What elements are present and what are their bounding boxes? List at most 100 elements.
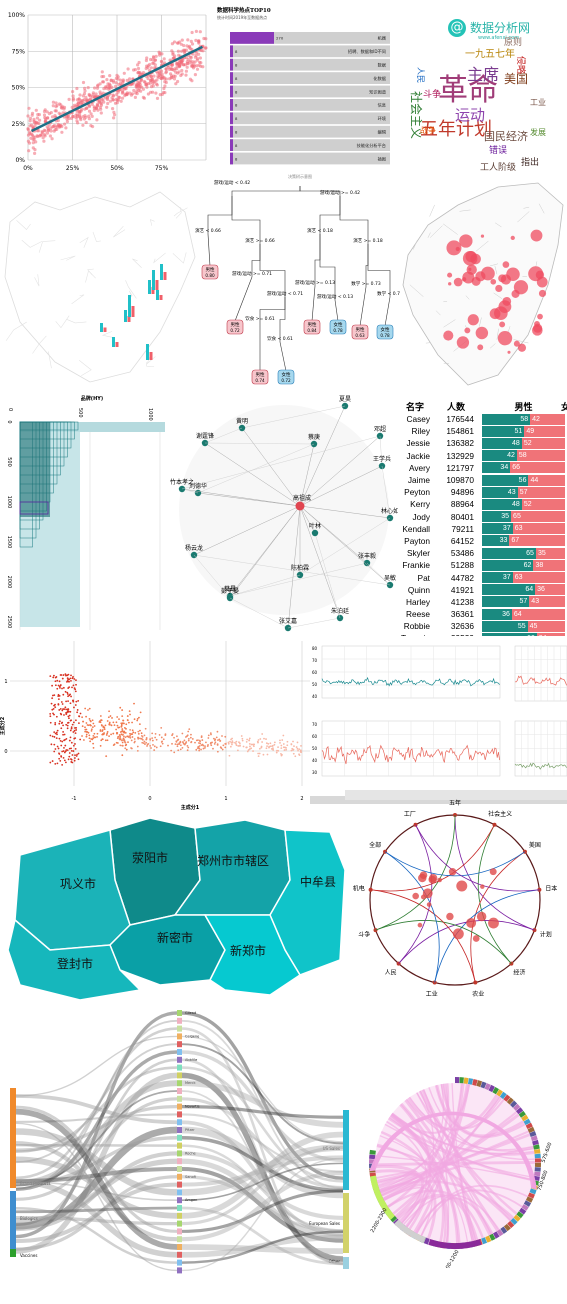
table-cell-count: 41921 <box>450 584 474 595</box>
network-edge <box>299 405 346 507</box>
table-cell-count: 36361 <box>450 609 474 620</box>
female-share: 65 <box>511 511 565 523</box>
pca-point <box>196 747 199 750</box>
scatter-point <box>149 66 153 70</box>
pca-point <box>62 731 65 733</box>
scatter-point <box>88 97 92 101</box>
scatter-point <box>38 118 42 122</box>
table-cell-count: 80401 <box>450 511 474 522</box>
pca-point <box>231 741 234 744</box>
pca-point <box>252 750 254 752</box>
pca-point <box>78 715 81 718</box>
map-border <box>459 209 471 212</box>
pca-point <box>50 743 53 746</box>
pca-point <box>79 712 82 715</box>
bar <box>230 152 233 165</box>
topic-node-label: 斗争 <box>358 930 370 938</box>
pca-point <box>267 742 270 745</box>
topic-edge <box>384 851 526 877</box>
tree-node-label: 数学 >= 0.73 <box>351 280 381 287</box>
sankey-middle-label: Celgene <box>185 1034 199 1038</box>
topic-inner-node <box>466 917 477 928</box>
pca-point <box>49 761 52 764</box>
scatter-point <box>174 70 178 74</box>
word-cloud-word: 原则 <box>504 36 522 48</box>
chord-segment <box>484 1083 491 1091</box>
tree-leaf <box>226 319 244 335</box>
bar-label: 环境 <box>378 115 386 122</box>
map-bubble <box>477 344 484 351</box>
scatter-point <box>112 116 116 120</box>
pca-point <box>299 749 302 752</box>
pca-point <box>79 738 82 741</box>
chord-ribbon <box>387 1117 534 1182</box>
pca-point <box>119 736 121 738</box>
map-region-label: 巩义市 <box>60 876 96 891</box>
pca-point <box>248 737 251 740</box>
pca-point <box>103 728 106 731</box>
scatter-point <box>110 85 114 89</box>
sankey-left-label: Vaccines <box>20 1253 37 1258</box>
scatter-point <box>142 79 146 84</box>
tree-node-label: 演艺 < 0.66 <box>195 227 221 234</box>
sankey-middle-node <box>177 1088 182 1094</box>
scatter-point <box>57 124 61 128</box>
scatter-point <box>41 136 45 140</box>
pca-point <box>54 732 57 735</box>
pca-point <box>58 757 61 760</box>
pca-point <box>52 712 54 715</box>
pca-point <box>177 749 180 752</box>
sankey-link <box>15 1035 178 1097</box>
sankey-middle-node <box>177 1127 182 1133</box>
topic-inner-node <box>419 871 428 880</box>
network-edge <box>287 505 301 629</box>
sankey-middle-node <box>177 1259 182 1266</box>
bar-row-bg <box>230 99 390 111</box>
pca-point <box>75 679 77 682</box>
pca-point <box>146 745 148 747</box>
pca-point <box>109 715 112 717</box>
scatter-point <box>28 116 33 120</box>
bar <box>230 85 233 98</box>
pca-point <box>59 720 61 723</box>
sankey-link <box>15 1206 178 1214</box>
pca-point <box>56 679 59 682</box>
pca-point <box>64 690 67 693</box>
pca-point <box>108 722 111 725</box>
pca-point <box>139 737 142 740</box>
pca-point <box>238 741 240 744</box>
pca-point <box>206 745 209 748</box>
scatter-point <box>26 128 30 132</box>
chord-segment <box>529 1131 537 1138</box>
pca-point <box>161 742 164 745</box>
pca-point <box>282 743 285 745</box>
male-share: 48 <box>482 498 522 510</box>
pca-point <box>216 750 219 753</box>
chord-segment <box>389 1215 398 1223</box>
pca-point <box>293 745 295 748</box>
pca-point <box>120 725 123 728</box>
sankey-link <box>15 1058 178 1227</box>
pca-point <box>241 737 244 740</box>
bar-row-bg <box>230 45 390 58</box>
sankey-middle-node <box>177 1017 182 1024</box>
pca-point <box>58 722 61 725</box>
topic-inner-node <box>426 902 432 907</box>
sankey-link <box>15 1097 178 1201</box>
pca-point <box>262 753 265 756</box>
tree-node-label: 演艺 >= 0.18 <box>353 237 383 244</box>
table-cell-count: 176544 <box>446 414 474 425</box>
pca-point <box>75 755 78 757</box>
scatter-point <box>87 117 91 121</box>
bar-value: 8 <box>235 156 238 161</box>
scatter-point <box>81 115 85 119</box>
pca-point <box>70 749 73 752</box>
sankey-middle-node <box>177 1072 182 1079</box>
scatter-point <box>111 93 115 97</box>
chord-segment <box>369 1154 376 1160</box>
bar <box>230 125 233 138</box>
sankey-middle-label: Pfizer <box>185 1128 195 1132</box>
pca-point <box>49 675 52 678</box>
bar-value: 8 <box>235 76 238 81</box>
